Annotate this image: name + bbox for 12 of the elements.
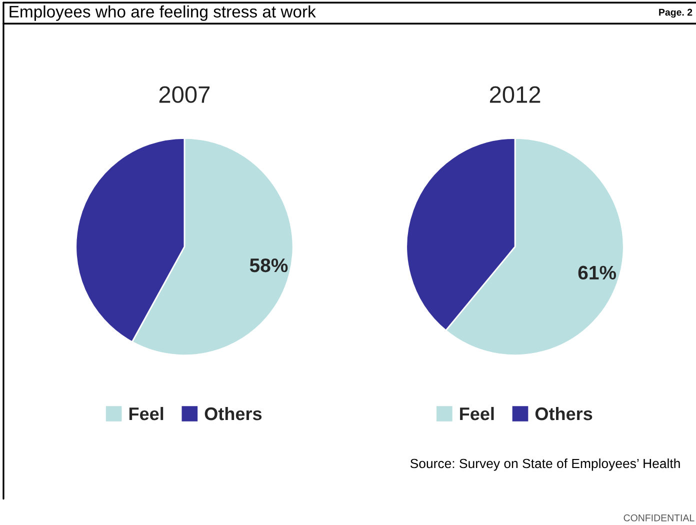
legend-label: Feel (460, 406, 494, 420)
text: Employees who are feeling stress at work (10, 5, 316, 21)
chart-title: 2012 (490, 86, 540, 103)
data-label: 58% (250, 258, 288, 272)
legend-label: Others (204, 406, 262, 420)
legend-label: Others (535, 406, 592, 420)
source-note: Source: Survey on State of Employees’ Health (410, 458, 680, 471)
text: Page. 2 (659, 8, 692, 18)
text: CONFIDENTIAL (624, 514, 694, 522)
data-label: 61% (578, 266, 616, 280)
legend-label: Feel (129, 406, 164, 420)
chart-title: 2007 (159, 86, 210, 103)
